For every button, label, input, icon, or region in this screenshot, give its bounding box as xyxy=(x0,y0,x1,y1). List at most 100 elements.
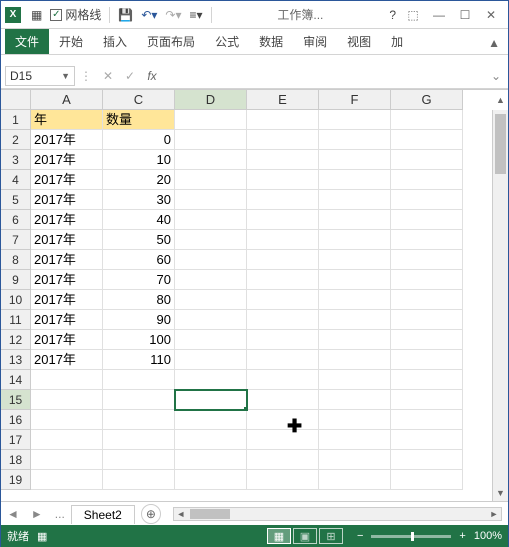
cell-A14[interactable] xyxy=(31,370,103,390)
cell-F16[interactable] xyxy=(319,410,391,430)
cell-C19[interactable] xyxy=(103,470,175,490)
cell-D10[interactable] xyxy=(175,290,247,310)
tab-layout[interactable]: 页面布局 xyxy=(137,29,205,54)
cell-D16[interactable] xyxy=(175,410,247,430)
tab-data[interactable]: 数据 xyxy=(249,29,293,54)
cell-E6[interactable] xyxy=(247,210,319,230)
cell-F5[interactable] xyxy=(319,190,391,210)
cell-E18[interactable] xyxy=(247,450,319,470)
col-header-D[interactable]: D xyxy=(175,90,247,110)
qat-grid-icon[interactable]: ▦ xyxy=(31,8,42,22)
cell-E1[interactable] xyxy=(247,110,319,130)
cell-G2[interactable] xyxy=(391,130,463,150)
cell-C10[interactable]: 80 xyxy=(103,290,175,310)
cell-A5[interactable]: 2017年 xyxy=(31,190,103,210)
row-header-16[interactable]: 16 xyxy=(1,410,31,430)
cell-D17[interactable] xyxy=(175,430,247,450)
cell-A3[interactable]: 2017年 xyxy=(31,150,103,170)
tab-home[interactable]: 开始 xyxy=(49,29,93,54)
cell-F15[interactable] xyxy=(319,390,391,410)
cell-C14[interactable] xyxy=(103,370,175,390)
row-header-2[interactable]: 2 xyxy=(1,130,31,150)
row-header-13[interactable]: 13 xyxy=(1,350,31,370)
cell-D8[interactable] xyxy=(175,250,247,270)
cell-F18[interactable] xyxy=(319,450,391,470)
cell-D2[interactable] xyxy=(175,130,247,150)
cell-D15[interactable] xyxy=(175,390,247,410)
cell-E8[interactable] xyxy=(247,250,319,270)
undo-button[interactable]: ↶▾ xyxy=(141,8,157,22)
sheet-nav-next[interactable]: ► xyxy=(25,507,49,521)
scroll-right-icon[interactable]: ► xyxy=(487,508,501,520)
cell-D5[interactable] xyxy=(175,190,247,210)
cell-C7[interactable]: 50 xyxy=(103,230,175,250)
tab-formulas[interactable]: 公式 xyxy=(205,29,249,54)
cell-G6[interactable] xyxy=(391,210,463,230)
sheet-tab[interactable]: Sheet2 xyxy=(71,505,135,524)
cell-A6[interactable]: 2017年 xyxy=(31,210,103,230)
cell-D4[interactable] xyxy=(175,170,247,190)
cell-A1[interactable]: 年 xyxy=(31,110,103,130)
expand-formula-bar[interactable]: ⌄ xyxy=(488,69,504,83)
name-box[interactable]: D15 ▼ xyxy=(5,66,75,86)
collapse-ribbon-button[interactable]: ▲ xyxy=(480,32,508,54)
row-header-5[interactable]: 5 xyxy=(1,190,31,210)
cell-E15[interactable] xyxy=(247,390,319,410)
cell-C11[interactable]: 90 xyxy=(103,310,175,330)
cell-F17[interactable] xyxy=(319,430,391,450)
row-header-15[interactable]: 15 xyxy=(1,390,31,410)
cell-A19[interactable] xyxy=(31,470,103,490)
cell-F11[interactable] xyxy=(319,310,391,330)
cell-D3[interactable] xyxy=(175,150,247,170)
cell-F19[interactable] xyxy=(319,470,391,490)
cell-C1[interactable]: 数量 xyxy=(103,110,175,130)
cell-F3[interactable] xyxy=(319,150,391,170)
cell-D11[interactable] xyxy=(175,310,247,330)
cell-G9[interactable] xyxy=(391,270,463,290)
cell-F13[interactable] xyxy=(319,350,391,370)
cell-A17[interactable] xyxy=(31,430,103,450)
vertical-scrollbar[interactable]: ▲ ▼ xyxy=(492,110,508,501)
row-header-3[interactable]: 3 xyxy=(1,150,31,170)
cell-G4[interactable] xyxy=(391,170,463,190)
cell-C8[interactable]: 60 xyxy=(103,250,175,270)
cell-A7[interactable]: 2017年 xyxy=(31,230,103,250)
row-header-10[interactable]: 10 xyxy=(1,290,31,310)
cell-F7[interactable] xyxy=(319,230,391,250)
cell-C4[interactable]: 20 xyxy=(103,170,175,190)
cell-A12[interactable]: 2017年 xyxy=(31,330,103,350)
cell-E3[interactable] xyxy=(247,150,319,170)
cell-A15[interactable] xyxy=(31,390,103,410)
view-page-layout-button[interactable]: ▣ xyxy=(293,528,317,544)
cell-G3[interactable] xyxy=(391,150,463,170)
row-header-19[interactable]: 19 xyxy=(1,470,31,490)
zoom-out-button[interactable]: − xyxy=(353,530,367,542)
cell-F12[interactable] xyxy=(319,330,391,350)
cell-E7[interactable] xyxy=(247,230,319,250)
cell-A2[interactable]: 2017年 xyxy=(31,130,103,150)
close-button[interactable]: ✕ xyxy=(478,5,504,25)
cell-G11[interactable] xyxy=(391,310,463,330)
cell-E12[interactable] xyxy=(247,330,319,350)
scroll-thumb[interactable] xyxy=(495,114,506,174)
cell-E5[interactable] xyxy=(247,190,319,210)
cell-F14[interactable] xyxy=(319,370,391,390)
zoom-in-button[interactable]: + xyxy=(455,530,469,542)
cell-F2[interactable] xyxy=(319,130,391,150)
row-header-14[interactable]: 14 xyxy=(1,370,31,390)
cell-A11[interactable]: 2017年 xyxy=(31,310,103,330)
fb-dots[interactable]: ⋮ xyxy=(75,69,97,83)
cell-C18[interactable] xyxy=(103,450,175,470)
cell-C3[interactable]: 10 xyxy=(103,150,175,170)
cell-G1[interactable] xyxy=(391,110,463,130)
save-button[interactable]: 💾 xyxy=(118,8,133,22)
horizontal-scrollbar[interactable]: ◄ ► xyxy=(173,507,502,521)
row-header-12[interactable]: 12 xyxy=(1,330,31,350)
view-page-break-button[interactable]: ⊞ xyxy=(319,528,343,544)
row-header-11[interactable]: 11 xyxy=(1,310,31,330)
cell-A10[interactable]: 2017年 xyxy=(31,290,103,310)
cell-D9[interactable] xyxy=(175,270,247,290)
cell-C16[interactable] xyxy=(103,410,175,430)
row-header-6[interactable]: 6 xyxy=(1,210,31,230)
cell-D14[interactable] xyxy=(175,370,247,390)
